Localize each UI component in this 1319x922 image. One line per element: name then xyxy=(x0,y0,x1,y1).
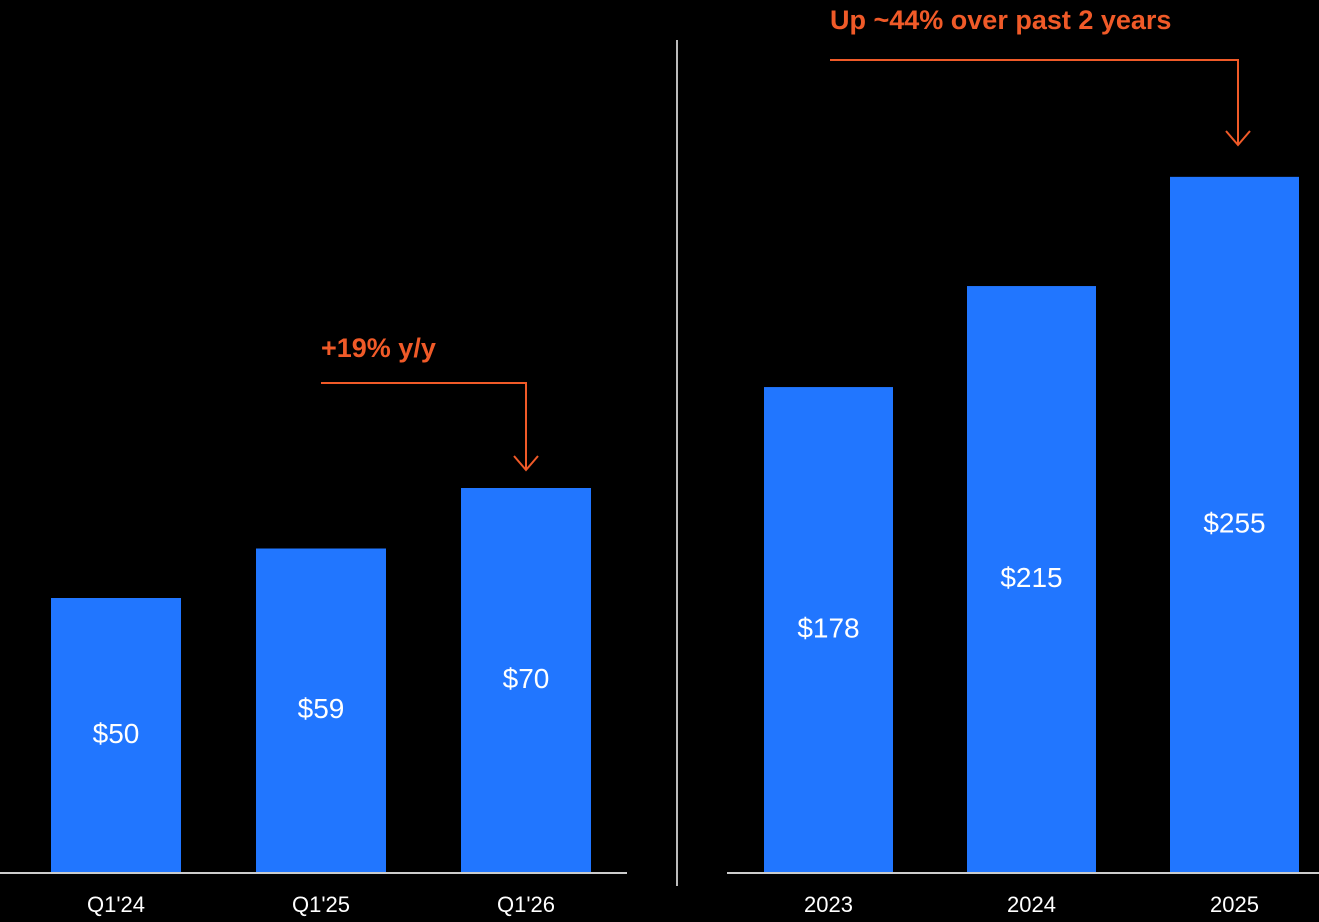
bar xyxy=(967,286,1096,873)
value-label: $59 xyxy=(298,693,345,724)
x-tick-label: Q1'26 xyxy=(497,892,555,917)
value-label: $255 xyxy=(1203,507,1265,538)
x-tick-label: 2025 xyxy=(1210,892,1259,917)
bar xyxy=(764,387,893,873)
annotation-arrow xyxy=(321,59,1251,472)
value-label: $50 xyxy=(93,718,140,749)
x-tick-label: 2024 xyxy=(1007,892,1056,917)
annotation: +19% y/y xyxy=(321,333,436,363)
bar xyxy=(1170,176,1299,874)
value-label: $215 xyxy=(1000,562,1062,593)
x-tick-label: 2023 xyxy=(804,892,853,917)
x-tick-label: Q1'25 xyxy=(292,892,350,917)
value-label: $178 xyxy=(797,612,859,643)
annotation: Up ~44% over past 2 years xyxy=(830,5,1171,35)
bar xyxy=(461,488,591,873)
value-label: $70 xyxy=(503,663,550,694)
bar xyxy=(256,548,386,873)
bar xyxy=(51,598,181,873)
x-tick-label: Q1'24 xyxy=(87,892,145,917)
